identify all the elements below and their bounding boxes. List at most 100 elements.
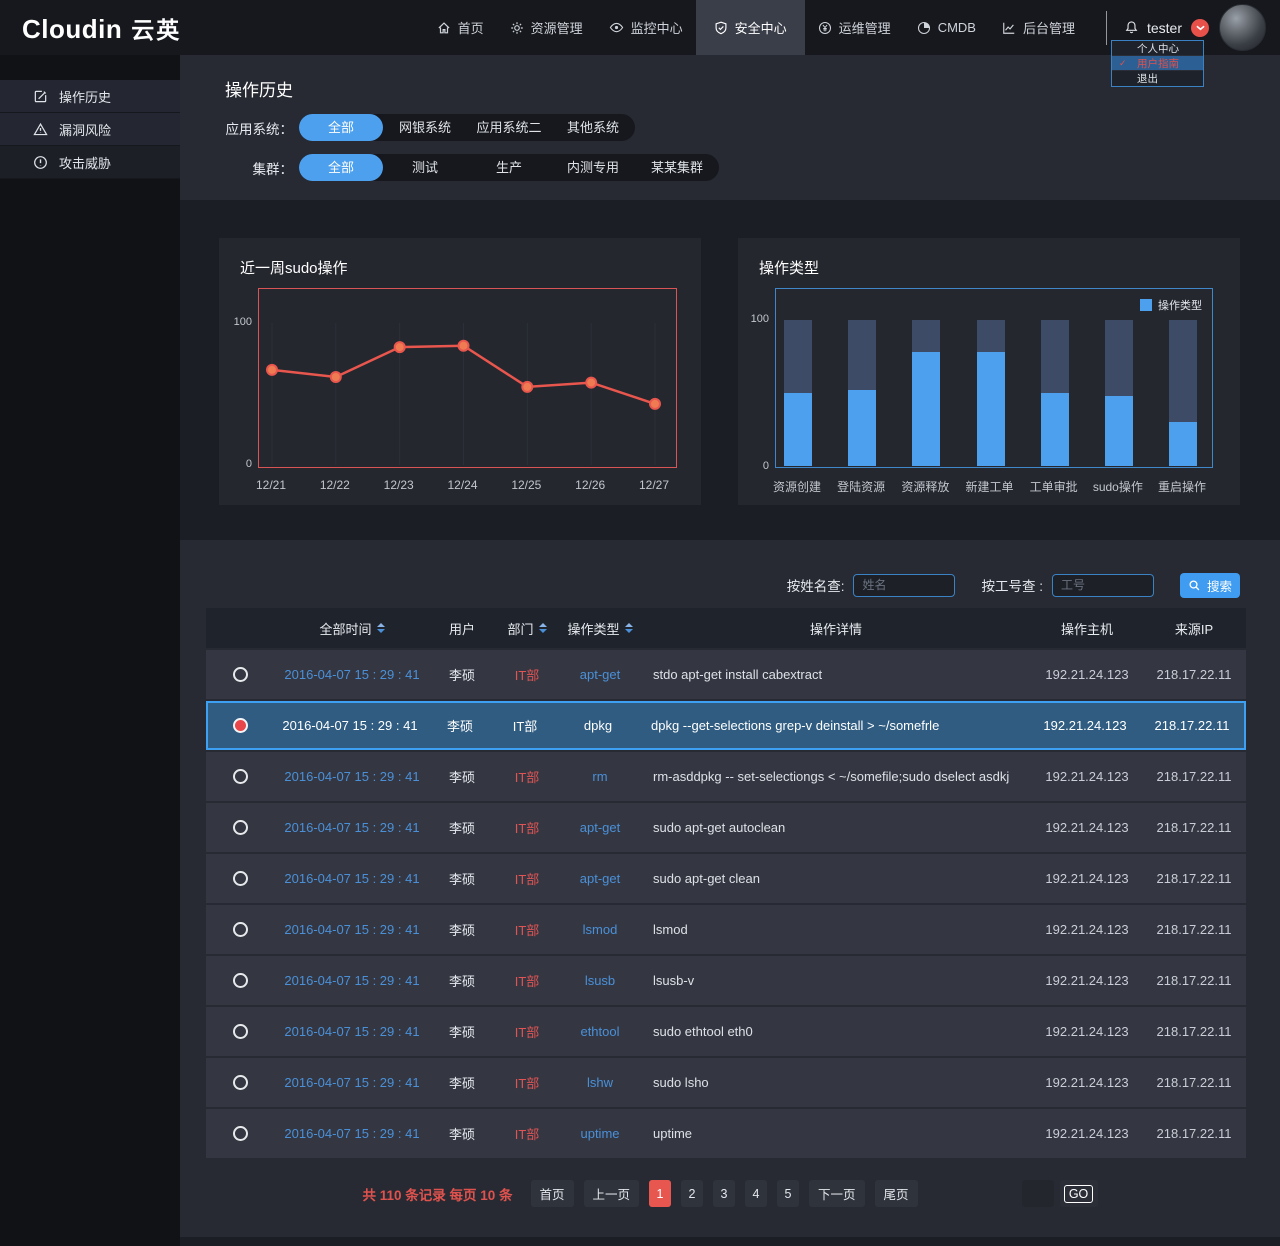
filter-pill-group: 全部 测试 生产 内测专用 某某集群 [299, 154, 719, 181]
notifications-bell-icon[interactable] [1124, 20, 1139, 35]
user-menu-chevron-badge[interactable] [1191, 18, 1209, 37]
x-axis-tick: 12/24 [447, 478, 478, 492]
cell-dept: IT部 [514, 668, 540, 683]
search-name-input[interactable] [853, 573, 956, 597]
table-row[interactable]: 2016-04-07 15 : 29 : 41 李硕 IT部 lsusb lsusb-v… [206, 956, 1246, 1005]
bar-chart-plot: 操作类型 [775, 288, 1213, 468]
filter-pill-内测专用[interactable]: 内测专用 [566, 160, 619, 175]
cell-user: 李硕 [448, 923, 475, 938]
cell-user: 李硕 [448, 1127, 475, 1142]
cell-detail: lsusb-v [653, 973, 695, 988]
page-number-input[interactable] [1021, 1180, 1054, 1207]
radio-cell [206, 769, 274, 784]
filter-pill-网银系统[interactable]: 网银系统 [398, 120, 451, 135]
cell-dept: IT部 [512, 719, 538, 734]
dropdown-item-label: 个人中心 [1137, 42, 1179, 55]
page-button-上一页[interactable]: 上一页 [583, 1180, 640, 1207]
cell-ip: 218.17.22.11 [1156, 973, 1232, 988]
op-type-bar-chart-panel: 操作类型 操作类型 100 0 资源创建 登陆资源 资源释放 新建工单 工单审批 sudo操作重… [738, 238, 1240, 505]
filter-pill-生产[interactable]: 生产 [495, 160, 522, 175]
radio-unchecked[interactable] [232, 769, 248, 784]
table-row[interactable]: 2016-04-07 15 : 29 : 41 李硕 IT部 dpkg dpkg --g… [206, 701, 1246, 750]
filter-pill-全部[interactable]: 全部 [299, 114, 383, 141]
page-button-1[interactable]: 1 [649, 1180, 672, 1207]
radio-unchecked[interactable] [232, 973, 248, 988]
search-id-input[interactable] [1052, 573, 1154, 597]
cell-ip: 218.17.22.11 [1156, 1126, 1232, 1141]
column-header-操作类型[interactable]: 操作类型 [560, 619, 640, 638]
search-bar: 按姓名查: 按工号查 : 搜索 [180, 540, 1280, 604]
page-button-首页[interactable]: 首页 [530, 1180, 574, 1207]
nav-item-CMDB[interactable]: CMDB [904, 0, 989, 55]
page-button-2[interactable]: 2 [681, 1180, 704, 1207]
column-header-全部时间[interactable]: 全部时间 [274, 619, 430, 638]
radio-unchecked[interactable] [232, 1126, 248, 1141]
user-avatar[interactable] [1219, 4, 1266, 51]
nav-item-安全中心[interactable]: 安全中心 [695, 0, 805, 55]
radio-unchecked[interactable] [232, 1075, 248, 1090]
table-row[interactable]: 2016-04-07 15 : 29 : 41 李硕 IT部 ethtool sudo … [206, 1007, 1246, 1056]
page-button-5[interactable]: 5 [777, 1180, 800, 1207]
sidebar-item-攻击威胁[interactable]: 攻击威胁 [0, 146, 180, 179]
x-axis-tick: 12/26 [575, 478, 606, 492]
nav-item-资源管理[interactable]: 资源管理 [497, 0, 596, 55]
cell-time: 2016-04-07 15 : 29 : 41 [284, 769, 420, 784]
sort-up-arrow [538, 623, 547, 627]
cell-detail: sudo apt-get clean [653, 871, 760, 886]
sidebar-item-漏洞风险[interactable]: 漏洞风险 [0, 113, 180, 146]
table-row[interactable]: 2016-04-07 15 : 29 : 41 李硕 IT部 lshw sudo lsh… [206, 1058, 1246, 1107]
sidebar-item-label: 操作历史 [59, 89, 112, 105]
bar-sudo操作 [1104, 395, 1133, 466]
radio-unchecked[interactable] [232, 1024, 248, 1039]
table-row[interactable]: 2016-04-07 15 : 29 : 41 李硕 IT部 uptime uptime… [206, 1109, 1246, 1158]
page-button-下一页[interactable]: 下一页 [809, 1180, 865, 1207]
cell-host: 192.21.24.123 [1043, 718, 1127, 733]
table-row[interactable]: 2016-04-07 15 : 29 : 41 李硕 IT部 rm rm-asddpkg… [206, 752, 1246, 801]
page-button-尾页[interactable]: 尾页 [874, 1180, 918, 1207]
column-header-部门[interactable]: 部门 [494, 619, 560, 638]
nav-item-监控中心[interactable]: 监控中心 [596, 0, 696, 55]
cell-user: 李硕 [448, 974, 475, 989]
dropdown-item-退出[interactable]: 退出 [1112, 71, 1203, 86]
cell-host: 192.21.24.123 [1045, 1024, 1129, 1039]
radio-unchecked[interactable] [232, 922, 248, 937]
radio-checked[interactable] [232, 718, 248, 733]
nav-item-运维管理[interactable]: 运维管理 [805, 0, 904, 55]
cell-type: apt-get [579, 820, 621, 835]
search-button[interactable]: 搜索 [1180, 572, 1240, 598]
x-axis-tick: 12/23 [383, 478, 414, 492]
column-header-操作详情: 操作详情 [640, 619, 1032, 638]
cell-time: 2016-04-07 15 : 29 : 41 [284, 667, 420, 682]
table-row[interactable]: 2016-04-07 15 : 29 : 41 李硕 IT部 apt-get stdo … [206, 650, 1246, 699]
line-chart-plot [258, 288, 677, 468]
table-row[interactable]: 2016-04-07 15 : 29 : 41 李硕 IT部 apt-get sudo … [206, 854, 1246, 903]
filter-pill-全部[interactable]: 全部 [299, 154, 383, 181]
cell-time: 2016-04-07 15 : 29 : 41 [284, 871, 420, 886]
go-button[interactable]: GO [1059, 1180, 1098, 1207]
cell-dept: IT部 [514, 1076, 540, 1091]
page-button-4[interactable]: 4 [745, 1180, 768, 1207]
username[interactable]: tester [1146, 19, 1182, 36]
filter-pill-应用系统二[interactable]: 应用系统二 [476, 120, 542, 135]
dropdown-item-个人中心[interactable]: 个人中心 [1112, 41, 1203, 56]
user-area: tester [1105, 4, 1266, 51]
cell-dept: IT部 [514, 974, 540, 989]
radio-unchecked[interactable] [232, 667, 248, 682]
page-button-3[interactable]: 3 [713, 1180, 736, 1207]
dropdown-item-用户指南[interactable]: ✓ 用户指南 [1112, 56, 1203, 71]
radio-unchecked[interactable] [232, 871, 248, 886]
table-row[interactable]: 2016-04-07 15 : 29 : 41 李硕 IT部 lsmod lsmod 19… [206, 905, 1246, 954]
cell-time: 2016-04-07 15 : 29 : 41 [282, 718, 418, 733]
filter-pill-测试[interactable]: 测试 [411, 160, 438, 175]
cell-detail: stdo apt-get install cabextract [653, 667, 823, 682]
nav-item-后台管理[interactable]: 后台管理 [989, 0, 1088, 55]
filter-pill-某某集群[interactable]: 某某集群 [650, 160, 703, 175]
nav-item-首页[interactable]: 首页 [424, 0, 497, 55]
y-axis-tick: 0 [245, 458, 252, 470]
filter-pill-其他系统[interactable]: 其他系统 [566, 120, 619, 135]
radio-unchecked[interactable] [232, 820, 248, 835]
app-logo[interactable]: Cloudin 云英 [22, 11, 181, 45]
table-row[interactable]: 2016-04-07 15 : 29 : 41 李硕 IT部 apt-get sudo … [206, 803, 1246, 852]
sidebar-item-操作历史[interactable]: 操作历史 [0, 80, 180, 113]
